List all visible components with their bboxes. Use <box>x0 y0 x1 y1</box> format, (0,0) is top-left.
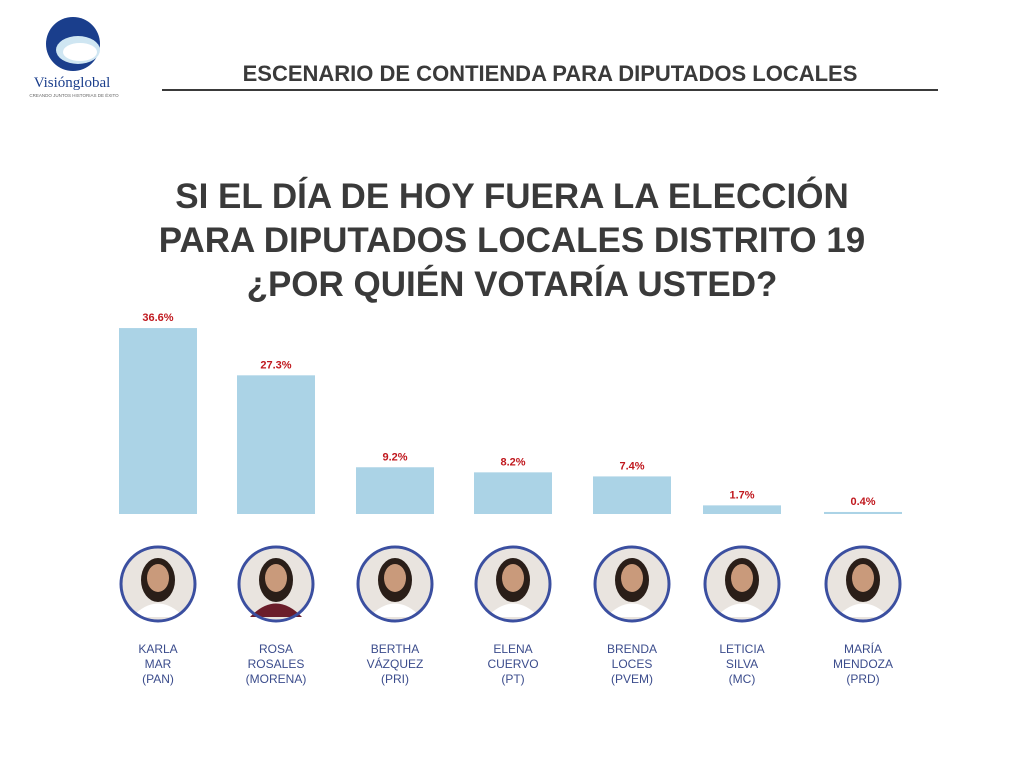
photo-face <box>384 564 406 592</box>
category-label: (PRD) <box>846 672 879 686</box>
value-label: 1.7% <box>729 489 754 501</box>
photo-face <box>502 564 524 592</box>
candidate-photo <box>119 545 197 623</box>
category-label: (PVEM) <box>611 672 653 686</box>
category-label: KARLA <box>138 642 177 656</box>
candidate-photo <box>824 545 902 623</box>
photo-ring <box>237 545 315 623</box>
photo-body <box>716 603 768 617</box>
candidate-photo <box>474 545 552 623</box>
value-label: 9.2% <box>382 451 407 463</box>
category-label: LETICIA <box>719 642 764 656</box>
value-label: 7.4% <box>619 460 644 472</box>
candidate-photo <box>356 545 434 623</box>
category-label: MENDOZA <box>833 657 893 671</box>
value-label: 27.3% <box>260 359 291 371</box>
photo-body <box>837 603 889 617</box>
category-label: (PT) <box>501 672 524 686</box>
chart-title: PARA DIPUTADOS LOCALES DISTRITO 19 <box>159 221 866 260</box>
photo-face <box>147 564 169 592</box>
logo-tagline: CREANDO JUNTOS HISTORIAS DE ÉXITO <box>29 92 119 98</box>
photo-ring <box>824 545 902 623</box>
value-label: 0.4% <box>850 496 875 508</box>
photo-ring <box>593 545 671 623</box>
bar <box>824 511 902 514</box>
photo-body <box>250 603 302 617</box>
category-label: VÁZQUEZ <box>367 656 424 671</box>
category-label: (MC) <box>729 672 756 686</box>
bar <box>356 467 434 514</box>
bar <box>703 505 781 514</box>
bar <box>593 476 671 514</box>
candidate-photo <box>703 545 781 623</box>
photo-face <box>265 564 287 592</box>
photo-face <box>852 564 874 592</box>
category-label: MAR <box>145 657 172 671</box>
logo-text: Visiónglobal <box>34 75 111 91</box>
category-label: (MORENA) <box>246 672 307 686</box>
logo: Visiónglobal CREANDO JUNTOS HISTORIAS DE… <box>29 17 119 98</box>
photo-face <box>621 564 643 592</box>
category-label: BRENDA <box>607 642 657 656</box>
photo-body <box>369 603 421 617</box>
candidate-photo <box>237 545 315 623</box>
photo-body <box>132 603 184 617</box>
candidate-photo <box>593 545 671 623</box>
category-label: MARÍA <box>844 641 882 656</box>
category-label: (PAN) <box>142 672 174 686</box>
photo-ring <box>703 545 781 623</box>
category-label: ROSA <box>259 642 293 656</box>
header-title: ESCENARIO DE CONTIENDA PARA DIPUTADOS LO… <box>243 61 858 86</box>
category-label: BERTHA <box>371 642 419 656</box>
photo-ring <box>119 545 197 623</box>
category-label: LOCES <box>612 657 653 671</box>
value-label: 36.6% <box>142 312 173 324</box>
category-label: SILVA <box>726 657 758 671</box>
photo-body <box>487 603 539 617</box>
bar <box>237 375 315 514</box>
category-label: ROSALES <box>248 657 305 671</box>
bar <box>474 472 552 514</box>
chart-title: ¿POR QUIÉN VOTARÍA USTED? <box>247 264 778 304</box>
category-label: (PRI) <box>381 672 409 686</box>
logo-mark <box>63 43 97 61</box>
category-label: ELENA <box>493 642 532 656</box>
photo-ring <box>356 545 434 623</box>
value-label: 8.2% <box>500 456 525 468</box>
category-label: CUERVO <box>487 657 538 671</box>
photo-ring <box>474 545 552 623</box>
photo-face <box>731 564 753 592</box>
chart-title: SI EL DÍA DE HOY FUERA LA ELECCIÓN <box>175 176 849 216</box>
bar <box>119 328 197 514</box>
photo-body <box>606 603 658 617</box>
